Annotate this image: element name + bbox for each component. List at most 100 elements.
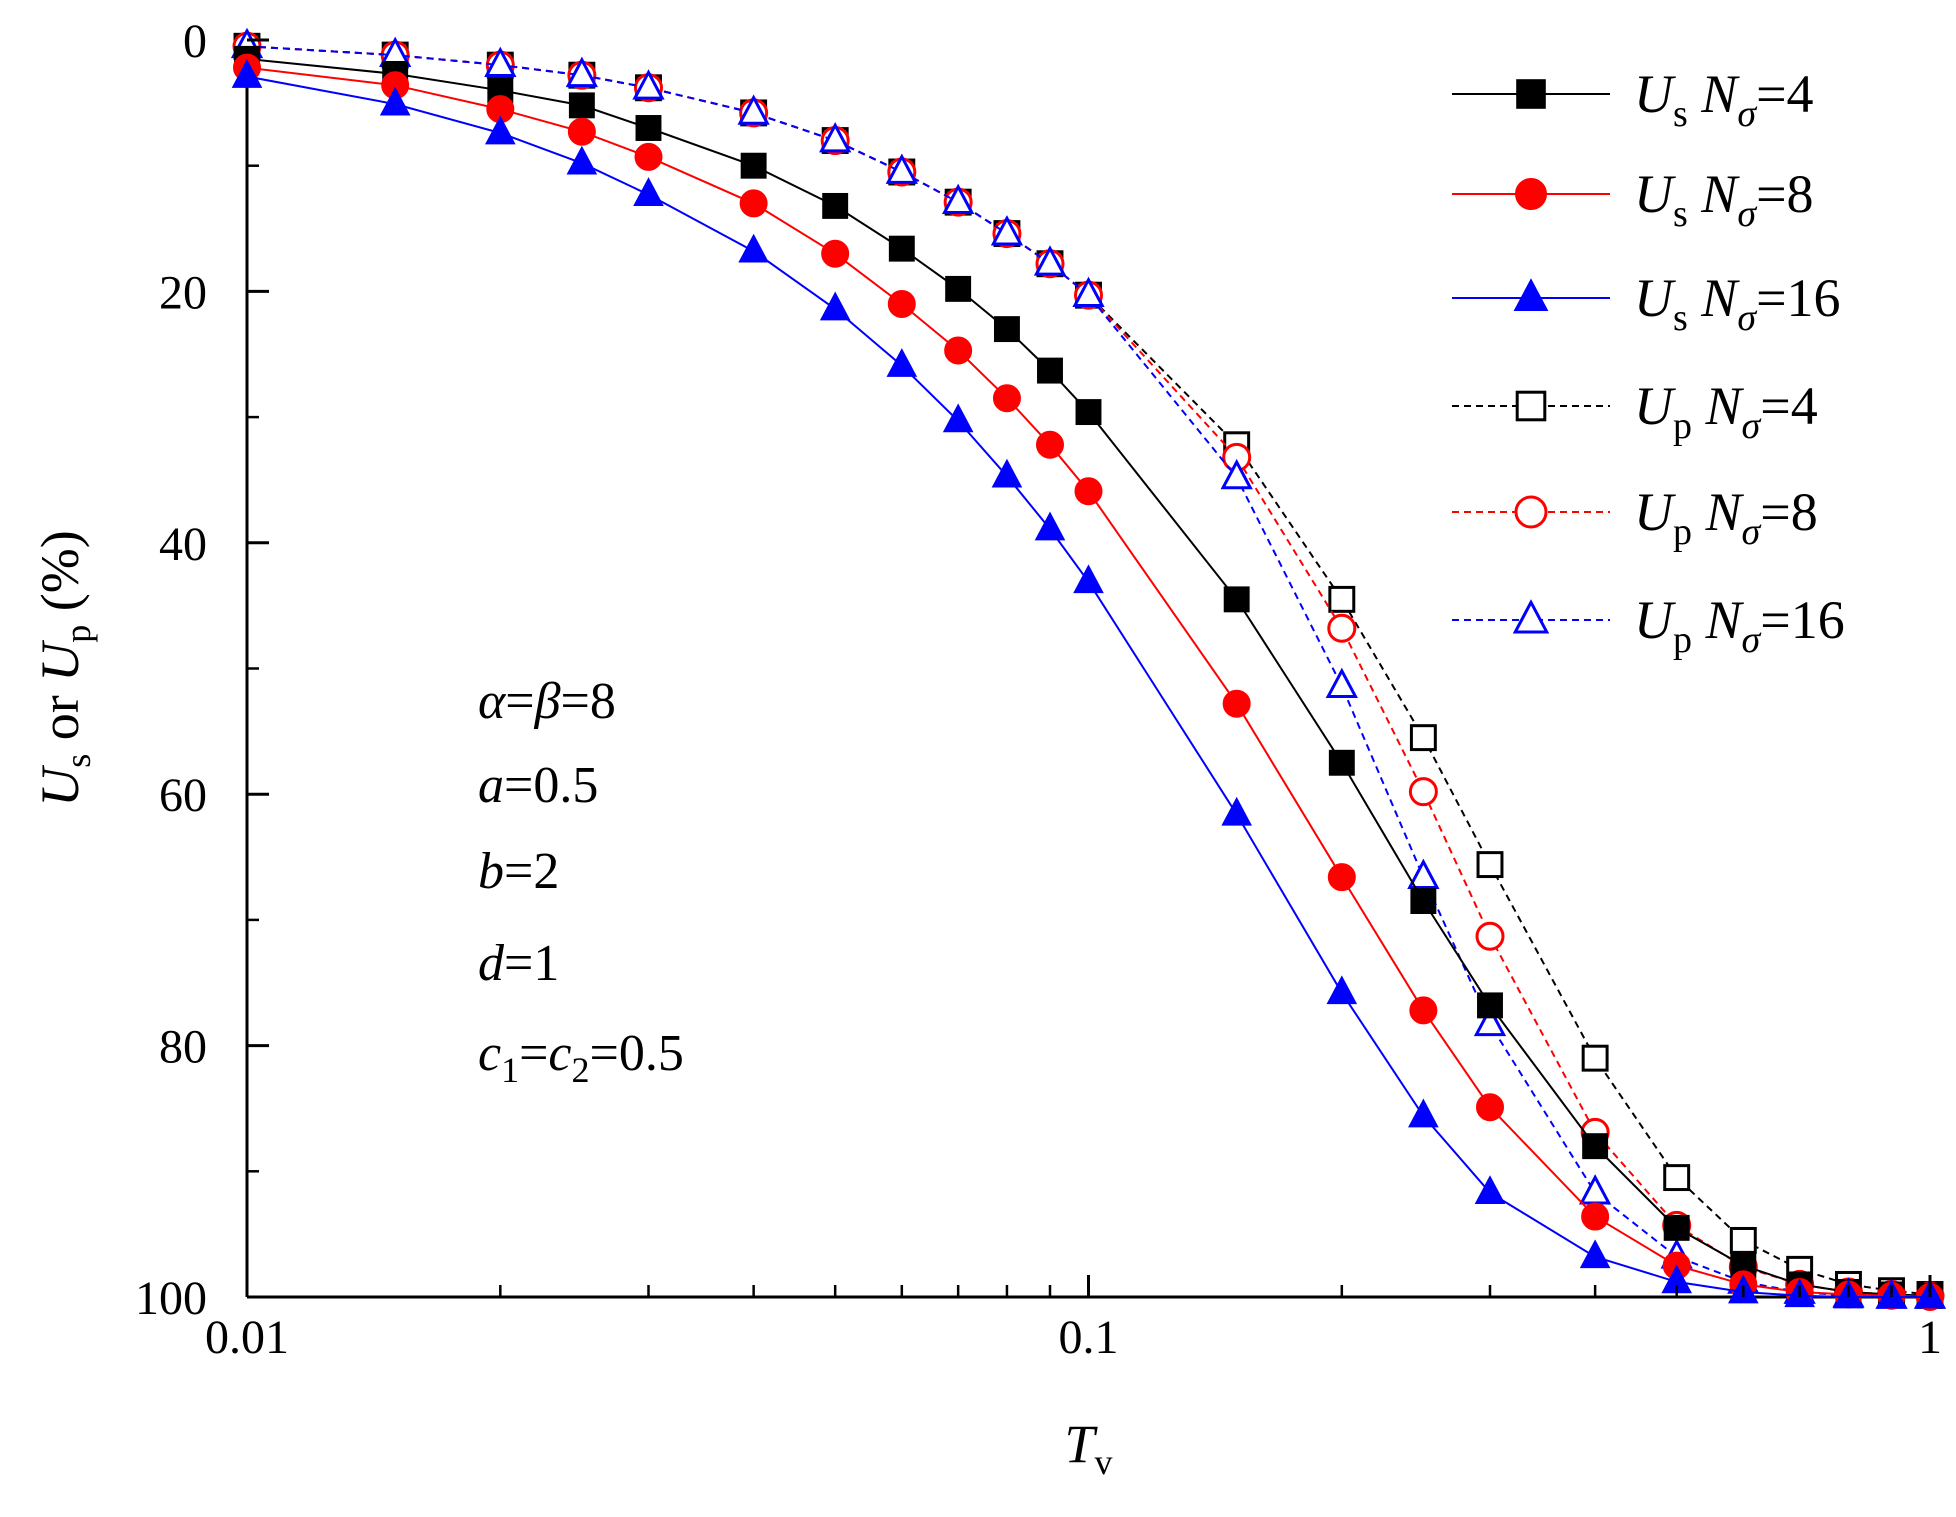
marker-triangle: [990, 215, 1024, 246]
legend-sigma: σ: [1737, 297, 1757, 339]
text-part: p: [58, 625, 98, 643]
marker-circle: [944, 336, 973, 365]
legend-u: U: [1634, 64, 1676, 124]
legend-sub: s: [1673, 93, 1688, 135]
y-tick-label: 0: [183, 15, 207, 68]
marker-triangle: [1408, 1098, 1439, 1128]
marker-triangle: [633, 177, 664, 206]
marker-square: [1477, 992, 1503, 1019]
legend-item-s-n4: Us Nσ=4: [1452, 64, 1814, 135]
text-part: b: [478, 843, 504, 900]
series-layer: [230, 27, 1947, 1311]
text-part: =1: [504, 935, 559, 992]
marker-square: [1328, 585, 1356, 613]
x-tick-label: 0.01: [205, 1311, 289, 1364]
marker-triangle: [1579, 1239, 1611, 1269]
parameter-line: b=2: [478, 843, 559, 900]
legend-n: N: [1688, 164, 1741, 224]
legend-item-p-n8: Up Nσ=8: [1452, 482, 1818, 553]
legend-sigma: σ: [1737, 193, 1757, 235]
marker-circle: [1408, 777, 1438, 807]
legend-n: N: [1692, 376, 1745, 436]
marker-circle: [1222, 689, 1251, 718]
marker-circle: [1074, 477, 1103, 506]
marker-square: [1476, 851, 1504, 879]
legend-value: =16: [1760, 590, 1844, 650]
marker-triangle: [1325, 667, 1358, 698]
legend-n: N: [1692, 482, 1745, 542]
y-tick-label: 20: [159, 266, 207, 319]
y-tick-label: 100: [135, 1272, 207, 1325]
marker-triangle: [1473, 1005, 1507, 1037]
legend-item-s-n8: Us Nσ=8: [1452, 164, 1814, 235]
marker-square: [1582, 1133, 1609, 1160]
marker-triangle: [886, 348, 918, 377]
marker-triangle: [1326, 975, 1358, 1005]
marker-triangle: [1407, 858, 1440, 890]
marker-circle: [1035, 430, 1064, 459]
marker-triangle: [942, 183, 975, 215]
marker-circle: [1409, 996, 1438, 1025]
text-part: =: [505, 673, 534, 730]
text-part: =0.5: [504, 757, 598, 814]
marker-square: [1729, 1226, 1757, 1254]
text-part: a: [478, 757, 504, 814]
legend-item-p-n4: Up Nσ=4: [1452, 376, 1818, 447]
parameter-line: d=1: [478, 935, 559, 992]
marker-circle: [992, 384, 1021, 413]
text-part: or: [30, 682, 90, 754]
marker-circle: [821, 239, 850, 268]
legend-sigma: σ: [1742, 405, 1762, 447]
legend-label: Us Nσ=8: [1634, 164, 1814, 235]
marker-triangle: [1512, 599, 1550, 634]
text-part: 2: [572, 1050, 590, 1090]
legend-sub: p: [1673, 405, 1692, 447]
marker-square: [1663, 1164, 1691, 1192]
marker-square: [1663, 1214, 1690, 1241]
marker-triangle: [1072, 276, 1105, 308]
legend-sub: p: [1673, 619, 1692, 661]
text-part: d: [478, 935, 505, 992]
marker-triangle: [379, 86, 411, 116]
legend-value: =4: [1756, 64, 1813, 124]
marker-triangle: [737, 94, 770, 125]
legend-u: U: [1634, 164, 1676, 224]
x-axis-title-main: T: [1064, 1414, 1098, 1474]
marker-triangle: [565, 56, 599, 88]
legend-label: Us Nσ=4: [1634, 64, 1814, 135]
text-part: s: [58, 754, 98, 768]
axes-layer: 0.01 0.1 1 0 20 40 60 80 100 Tv Us or Up (%): [30, 15, 1942, 1482]
marker-triangle: [484, 46, 517, 78]
legend-u: U: [1634, 590, 1676, 650]
text-part: U: [30, 640, 90, 682]
marker-square: [635, 115, 662, 141]
text-part: 1: [501, 1050, 519, 1090]
legend-n: N: [1688, 64, 1741, 124]
legend-sub: p: [1673, 511, 1692, 553]
marker-triangle: [1221, 796, 1252, 826]
legend-label: Up Nσ=4: [1634, 376, 1818, 447]
marker-square: [1328, 749, 1355, 776]
marker-triangle: [942, 403, 974, 433]
marker-square: [568, 92, 595, 119]
marker-circle: [1475, 921, 1505, 951]
marker-circle: [887, 289, 916, 318]
marker-triangle: [231, 59, 263, 88]
legend-sub: s: [1673, 297, 1688, 339]
x-axis-title-sub: v: [1095, 1442, 1113, 1482]
series-line: [246, 45, 1930, 1298]
marker-circle: [1475, 1093, 1504, 1122]
marker-circle: [1327, 613, 1357, 643]
marker-circle: [1515, 178, 1547, 210]
legend-value: =8: [1756, 164, 1813, 224]
marker-square: [740, 152, 767, 179]
y-axis-title: Us or Up (%): [30, 530, 98, 806]
legend-sub: s: [1673, 193, 1688, 235]
marker-triangle: [485, 115, 516, 145]
marker-square: [1581, 1044, 1609, 1072]
text-part: c: [478, 1025, 501, 1082]
marker-triangle: [738, 233, 769, 263]
text-part: U: [30, 765, 90, 807]
